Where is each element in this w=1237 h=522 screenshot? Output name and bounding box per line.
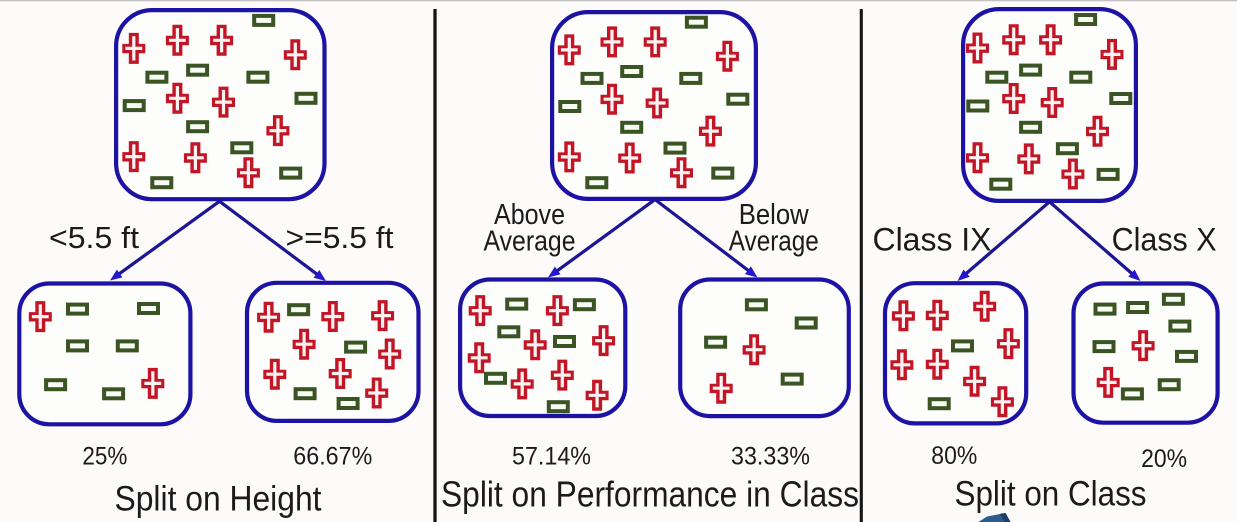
svg-text:66.67%: 66.67% (293, 442, 372, 470)
svg-text:Split on Performance in Class: Split on Performance in Class (441, 473, 859, 514)
svg-text:Class IX: Class IX (873, 221, 992, 257)
svg-text:Split on Class: Split on Class (955, 475, 1147, 514)
svg-text:Split on Height: Split on Height (115, 479, 322, 518)
svg-text:80%: 80% (931, 442, 977, 470)
svg-text:Class X: Class X (1112, 221, 1217, 257)
svg-text:Above: Above (494, 199, 565, 231)
svg-text:Below: Below (739, 199, 810, 231)
svg-text:33.33%: 33.33% (731, 443, 810, 471)
svg-text:>=5.5 ft: >=5.5 ft (286, 220, 394, 255)
svg-text:<5.5 ft: <5.5 ft (49, 220, 139, 255)
svg-text:25%: 25% (82, 442, 127, 470)
svg-text:Average: Average (729, 225, 819, 257)
svg-text:Average: Average (484, 225, 576, 257)
svg-text:20%: 20% (1141, 445, 1187, 473)
svg-text:57.14%: 57.14% (512, 443, 591, 471)
